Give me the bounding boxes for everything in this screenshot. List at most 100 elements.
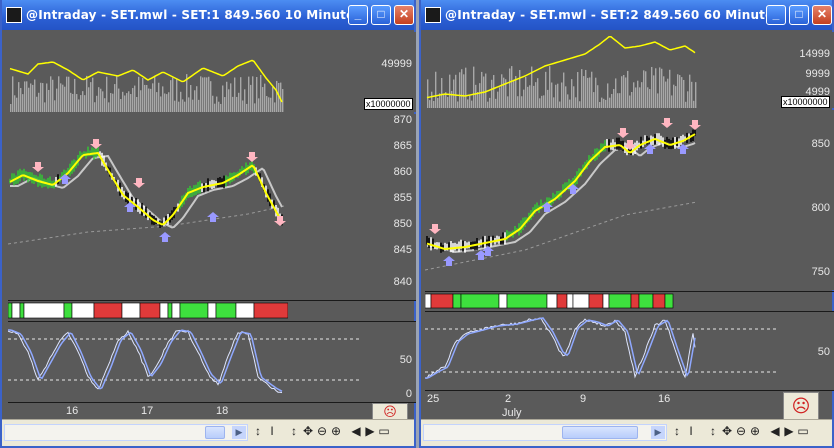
volume-bar — [174, 100, 176, 112]
volume-bar — [110, 93, 112, 112]
zoom-out-icon[interactable]: ⊖ — [735, 424, 747, 438]
buy-arrow-icon — [59, 174, 71, 184]
horizontal-scrollbar[interactable]: ▶ — [4, 424, 248, 441]
volume-bar — [609, 97, 611, 108]
stoch-k-line-2 — [425, 317, 696, 379]
volume-bar — [220, 103, 222, 112]
signal-arrows-2 — [429, 118, 701, 266]
volume-bar — [152, 83, 154, 112]
zoom-in-icon[interactable]: ⊕ — [749, 424, 761, 438]
volume-bar — [42, 83, 44, 112]
previous-icon[interactable]: ◀ — [770, 424, 780, 438]
close-button[interactable]: ✕ — [394, 5, 414, 25]
crosshair-icon[interactable]: ✥ — [302, 424, 314, 438]
minimize-button[interactable]: _ — [766, 5, 786, 25]
volume-bar — [92, 77, 94, 112]
scrollbar-thumb[interactable] — [562, 426, 638, 439]
volume-bar — [66, 76, 68, 112]
app-icon[interactable] — [425, 7, 441, 23]
volume-bar — [561, 82, 563, 108]
volume-bar — [675, 86, 677, 108]
volume-bar — [449, 74, 451, 108]
volume-bar — [186, 74, 188, 112]
volume-bar — [164, 93, 166, 112]
next-icon[interactable]: ▶ — [365, 424, 375, 438]
volume-pane-1[interactable] — [8, 32, 362, 112]
volume-bar — [649, 89, 651, 108]
volume-multiplier-2: x10000000 — [781, 96, 830, 108]
volume-bar — [655, 68, 657, 108]
volume-pane-2[interactable] — [425, 32, 779, 108]
signal-segment — [93, 302, 123, 319]
volume-bar — [232, 96, 234, 112]
sad-face-icon[interactable]: ☹ — [783, 392, 819, 420]
volume-bar — [539, 98, 541, 108]
volume-bar — [238, 92, 240, 112]
volume-bar — [64, 86, 66, 112]
pane-separator — [425, 291, 834, 292]
vertical-move-icon[interactable]: ↕ — [710, 424, 716, 438]
cursor-icon[interactable]: I — [689, 424, 693, 438]
zoom-out-icon[interactable]: ⊖ — [316, 424, 328, 438]
date-label: 18 — [216, 405, 229, 417]
maximize-button[interactable]: □ — [371, 5, 391, 25]
scroll-right-arrow[interactable]: ▶ — [651, 426, 665, 439]
volume-bar — [535, 82, 537, 108]
volume-bar — [72, 93, 74, 112]
volume-bar — [262, 87, 264, 112]
window-icon[interactable]: ▭ — [797, 424, 809, 438]
window-2-titlebar[interactable]: @Intraday - SET.mwl - SET:2 849.560 60 M… — [421, 0, 832, 30]
next-icon[interactable]: ▶ — [784, 424, 794, 438]
close-button[interactable]: ✕ — [812, 5, 832, 25]
volume-bar — [629, 95, 631, 108]
cursor-icon[interactable]: I — [270, 424, 274, 438]
volume-bar — [455, 74, 457, 108]
previous-icon[interactable]: ◀ — [351, 424, 361, 438]
volume-bar — [198, 99, 200, 112]
signal-segment — [566, 293, 574, 309]
minimize-button[interactable]: _ — [348, 5, 368, 25]
buy-arrow-icon — [541, 202, 553, 212]
volume-bar — [106, 76, 108, 112]
maximize-button[interactable]: □ — [789, 5, 809, 25]
volume-bar — [599, 101, 601, 108]
volume-axis-label: 14999 — [799, 48, 830, 60]
volume-bar — [677, 74, 679, 108]
zoom-in-icon[interactable]: ⊕ — [330, 424, 342, 438]
scrollbar-thumb[interactable] — [205, 426, 225, 439]
buy-arrow-icon — [159, 232, 171, 242]
window-1-titlebar[interactable]: @Intraday - SET.mwl - SET:1 849.560 10 M… — [2, 0, 414, 30]
window-icon[interactable]: ▭ — [378, 424, 390, 438]
volume-bar — [270, 97, 272, 112]
volume-bar — [623, 74, 625, 108]
sell-arrow-icon — [32, 162, 44, 172]
volume-bar — [533, 85, 535, 108]
price-pane-2[interactable] — [425, 110, 779, 290]
volume-bar — [208, 76, 210, 112]
scroll-arrows-icon[interactable]: ↕ — [674, 424, 680, 438]
volume-bar — [46, 83, 48, 112]
scroll-arrows-icon[interactable]: ↕ — [255, 424, 261, 438]
volume-bar — [551, 82, 553, 108]
price-axis-1: 870 865 860 855 850 845 840 — [364, 114, 416, 300]
volume-bar — [513, 79, 515, 108]
price-pane-1[interactable] — [8, 114, 362, 300]
crosshair-icon[interactable]: ✥ — [721, 424, 733, 438]
volume-bar — [619, 93, 621, 108]
app-icon[interactable] — [6, 7, 22, 23]
vertical-move-icon[interactable]: ↕ — [291, 424, 297, 438]
volume-bar — [196, 86, 198, 112]
volume-bar — [156, 92, 158, 112]
stoch-d-line-1 — [8, 329, 283, 392]
volume-bar — [593, 92, 595, 108]
sell-arrow-icon — [133, 178, 145, 188]
volume-bar — [477, 92, 479, 108]
stochastic-pane-2[interactable] — [425, 312, 779, 390]
stochastic-pane-1[interactable] — [8, 322, 362, 402]
volume-bar — [48, 89, 50, 112]
scroll-right-arrow[interactable]: ▶ — [232, 426, 246, 439]
volume-bar — [128, 91, 130, 112]
horizontal-scrollbar[interactable]: ▶ — [423, 424, 667, 441]
volume-bar — [88, 87, 90, 112]
sell-arrow-icon — [624, 140, 636, 150]
